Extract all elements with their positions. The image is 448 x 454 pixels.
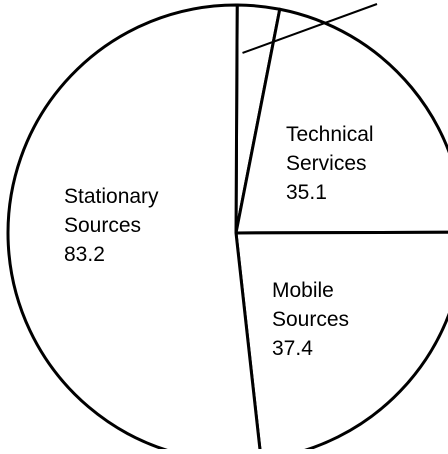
slice-value-label: 83.2 bbox=[64, 243, 105, 266]
leader-line bbox=[242, 3, 378, 54]
slice-name-label: Services bbox=[286, 152, 367, 175]
slice-value-label: 35.1 bbox=[286, 181, 327, 204]
labels-layer: Technical Services 35.1 Mobile Sources 37.4 St… bbox=[64, 123, 374, 360]
slice-value-label: 37.4 bbox=[272, 337, 313, 360]
slice-name-label: Mobile bbox=[272, 279, 334, 302]
slice-name-label: Stationary bbox=[64, 185, 159, 208]
pie-slice-stationary-sources bbox=[6, 3, 262, 454]
pie-slice-mobile-sources bbox=[234, 230, 448, 454]
slice-name-label: Sources bbox=[64, 214, 141, 237]
leader-layer bbox=[242, 3, 378, 54]
slice-label-technical-services: Technical Services 35.1 bbox=[286, 123, 374, 204]
slice-label-mobile-sources: Mobile Sources 37.4 bbox=[272, 279, 349, 360]
slice-name-label: Technical bbox=[286, 123, 374, 146]
slices-layer bbox=[6, 3, 448, 454]
slice-label-stationary-sources: Stationary Sources 83.2 bbox=[64, 185, 159, 266]
slice-name-label: Sources bbox=[272, 308, 349, 331]
pie-slice-technical-services bbox=[234, 7, 448, 235]
